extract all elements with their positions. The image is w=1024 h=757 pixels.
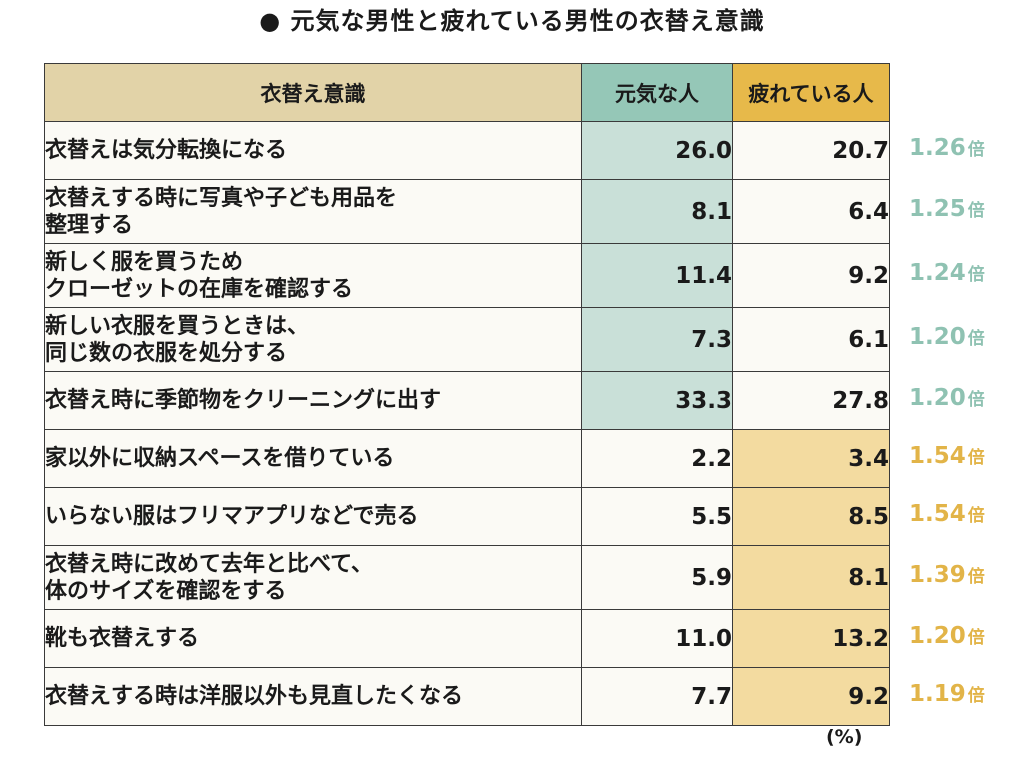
- ratio-value: 1.20: [909, 324, 966, 350]
- ratio-unit: 倍: [967, 265, 985, 285]
- ratio-unit: 倍: [967, 567, 985, 587]
- row-label: 新しい衣服を買うときは、 同じ数の衣服を処分する: [44, 307, 582, 372]
- ratio-value: 1.25: [909, 196, 966, 222]
- row-label: 衣替えは気分転換になる: [44, 121, 582, 180]
- ratio-unit: 倍: [967, 201, 985, 221]
- table-row: 衣替え時に改めて去年と比べて、 体のサイズを確認をする 5.9 8.1: [44, 545, 890, 610]
- value-col-b: 9.2: [732, 667, 890, 726]
- ratio-unit: 倍: [967, 448, 985, 468]
- row-label: 新しく服を買うため クローゼットの在庫を確認する: [44, 243, 582, 308]
- value-col-a: 26.0: [581, 121, 733, 180]
- unit-label: (%): [826, 726, 863, 748]
- ratio-value: 1.54: [909, 443, 966, 469]
- row-label: 靴も衣替えする: [44, 609, 582, 668]
- ratio-label: 1.19 倍: [909, 681, 985, 707]
- value-col-b: 3.4: [732, 429, 890, 488]
- value-col-a: 11.4: [581, 243, 733, 308]
- table-row: 新しく服を買うため クローゼットの在庫を確認する 11.4 9.2: [44, 243, 890, 308]
- ratio-value: 1.20: [909, 385, 966, 411]
- row-label: いらない服はフリマアプリなどで売る: [44, 487, 582, 546]
- table-row: 家以外に収納スペースを借りている 2.2 3.4: [44, 429, 890, 488]
- value-col-b: 8.1: [732, 545, 890, 610]
- value-col-b: 8.5: [732, 487, 890, 546]
- header-item: 衣替え意識: [44, 63, 582, 122]
- ratio-value: 1.39: [909, 562, 966, 588]
- value-col-a: 11.0: [581, 609, 733, 668]
- ratio-label: 1.26 倍: [909, 135, 985, 161]
- value-col-a: 8.1: [581, 179, 733, 244]
- value-col-a: 2.2: [581, 429, 733, 488]
- value-col-b: 9.2: [732, 243, 890, 308]
- row-label: 家以外に収納スペースを借りている: [44, 429, 582, 488]
- ratio-value: 1.20: [909, 623, 966, 649]
- ratio-label: 1.20 倍: [909, 623, 985, 649]
- ratio-value: 1.24: [909, 260, 966, 286]
- ratio-label: 1.54 倍: [909, 443, 985, 469]
- ratio-unit: 倍: [967, 140, 985, 160]
- ratio-unit: 倍: [967, 390, 985, 410]
- ratio-value: 1.26: [909, 135, 966, 161]
- ratio-value: 1.19: [909, 681, 966, 707]
- header-col-a: 元気な人: [581, 63, 733, 122]
- ratio-unit: 倍: [967, 628, 985, 648]
- ratio-label: 1.20 倍: [909, 324, 985, 350]
- table-row: 衣替えする時に写真や子ども用品を 整理する 8.1 6.4: [44, 179, 890, 244]
- header-col-b: 疲れている人: [732, 63, 890, 122]
- value-col-a: 5.9: [581, 545, 733, 610]
- value-col-b: 6.4: [732, 179, 890, 244]
- row-label: 衣替え時に季節物をクリーニングに出す: [44, 371, 582, 430]
- comparison-table: 衣替え意識 元気な人 疲れている人 衣替えは気分転換になる 26.0 20.7 衣替え…: [44, 63, 890, 726]
- ratio-unit: 倍: [967, 686, 985, 706]
- table-body: 衣替えは気分転換になる 26.0 20.7 衣替えする時に写真や子ども用品を 整理する…: [44, 121, 890, 726]
- chart-title: ● 元気な男性と疲れている男性の衣替え意識: [259, 7, 765, 35]
- ratio-label: 1.25 倍: [909, 196, 985, 222]
- ratio-label: 1.24 倍: [909, 260, 985, 286]
- ratio-label: 1.54 倍: [909, 501, 985, 527]
- table-row: 靴も衣替えする 11.0 13.2: [44, 609, 890, 668]
- ratio-unit: 倍: [967, 506, 985, 526]
- ratio-unit: 倍: [967, 329, 985, 349]
- row-label: 衣替えする時に写真や子ども用品を 整理する: [44, 179, 582, 244]
- value-col-b: 13.2: [732, 609, 890, 668]
- table-row: 衣替えする時は洋服以外も見直したくなる 7.7 9.2: [44, 667, 890, 726]
- ratio-value: 1.54: [909, 501, 966, 527]
- header-row: 衣替え意識 元気な人 疲れている人: [44, 63, 890, 122]
- value-col-b: 27.8: [732, 371, 890, 430]
- value-col-a: 5.5: [581, 487, 733, 546]
- value-col-b: 20.7: [732, 121, 890, 180]
- table-row: いらない服はフリマアプリなどで売る 5.5 8.5: [44, 487, 890, 546]
- ratio-label: 1.39 倍: [909, 562, 985, 588]
- value-col-a: 33.3: [581, 371, 733, 430]
- table-row: 新しい衣服を買うときは、 同じ数の衣服を処分する 7.3 6.1: [44, 307, 890, 372]
- value-col-a: 7.3: [581, 307, 733, 372]
- ratio-label: 1.20 倍: [909, 385, 985, 411]
- table-row: 衣替え時に季節物をクリーニングに出す 33.3 27.8: [44, 371, 890, 430]
- table-row: 衣替えは気分転換になる 26.0 20.7: [44, 121, 890, 180]
- value-col-a: 7.7: [581, 667, 733, 726]
- value-col-b: 6.1: [732, 307, 890, 372]
- row-label: 衣替えする時は洋服以外も見直したくなる: [44, 667, 582, 726]
- row-label: 衣替え時に改めて去年と比べて、 体のサイズを確認をする: [44, 545, 582, 610]
